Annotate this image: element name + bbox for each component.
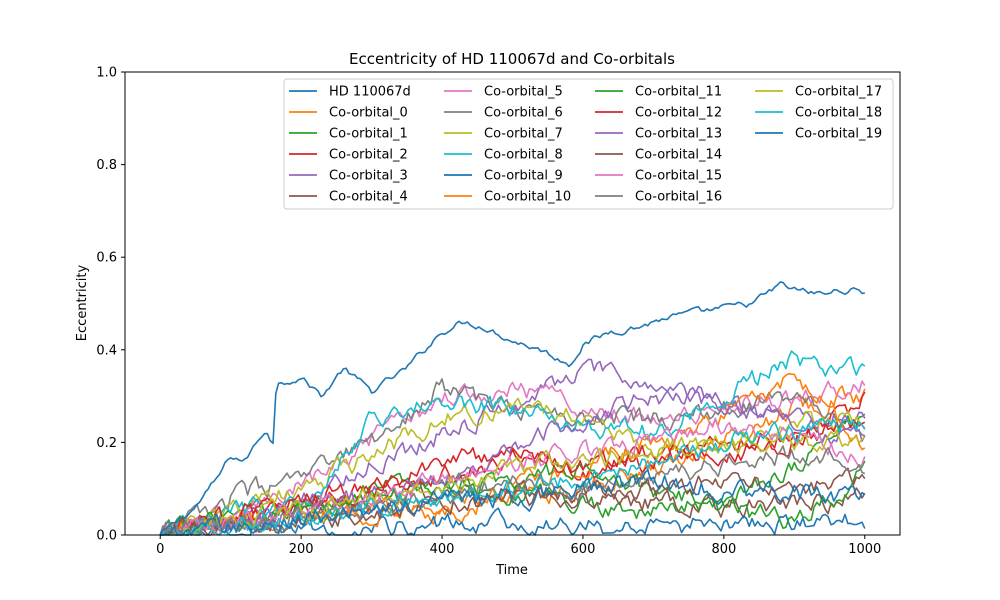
plot-area <box>159 281 866 536</box>
y-axis: 0.0 0.2 0.4 0.6 0.8 1.0 <box>96 66 125 544</box>
series-line-co-orbital-15 <box>159 417 866 536</box>
legend-label-co-orbital-16: Co-orbital_16 <box>635 190 722 205</box>
y-axis-label: Eccentricity <box>75 265 90 342</box>
x-axis: 0 200 400 600 800 1000 <box>156 535 881 557</box>
legend-label-co-orbital-5: Co-orbital_5 <box>484 85 563 100</box>
legend-label-co-orbital-19: Co-orbital_19 <box>795 127 882 142</box>
series-line-co-orbital-14 <box>160 467 866 536</box>
legend-label-co-orbital-1: Co-orbital_1 <box>329 127 408 142</box>
series-line-co-orbital-6 <box>159 378 866 536</box>
legend-label-hd-110067d: HD 110067d <box>329 85 411 100</box>
series-line-co-orbital-5 <box>160 380 866 536</box>
legend-label-co-orbital-2: Co-orbital_2 <box>329 148 408 163</box>
y-tick-label: 0.2 <box>96 436 117 451</box>
series-line-co-orbital-16 <box>159 445 866 536</box>
legend-label-co-orbital-6: Co-orbital_6 <box>484 106 563 121</box>
legend-label-co-orbital-13: Co-orbital_13 <box>635 127 722 142</box>
chart-title: Eccentricity of HD 110067d and Co-orbita… <box>349 50 675 68</box>
legend-label-co-orbital-14: Co-orbital_14 <box>635 148 722 163</box>
axes-frame <box>124 71 901 536</box>
y-tick-label: 0.4 <box>96 343 117 358</box>
series-line-co-orbital-8 <box>160 350 866 536</box>
x-tick-label: 1000 <box>848 542 881 557</box>
legend: HD 110067d Co-orbital_0 Co-orbital_1 Co-orb… <box>283 78 894 210</box>
x-tick-label: 0 <box>156 542 164 557</box>
y-tick-label: 0.8 <box>96 158 117 173</box>
series-line-co-orbital-19 <box>160 468 866 536</box>
x-tick-label: 600 <box>571 542 596 557</box>
x-tick-label: 400 <box>430 542 455 557</box>
legend-label-co-orbital-17: Co-orbital_17 <box>795 85 882 100</box>
x-tick-label: 200 <box>289 542 314 557</box>
y-tick-label: 1.0 <box>96 66 117 81</box>
series-line-co-orbital-12 <box>159 418 866 536</box>
legend-label-co-orbital-11: Co-orbital_11 <box>635 85 722 100</box>
legend-label-co-orbital-12: Co-orbital_12 <box>635 106 722 121</box>
legend-label-co-orbital-3: Co-orbital_3 <box>329 169 408 184</box>
x-tick-label: 800 <box>711 542 736 557</box>
legend-label-co-orbital-9: Co-orbital_9 <box>484 169 563 184</box>
y-tick-label: 0.6 <box>96 251 117 266</box>
legend-label-co-orbital-8: Co-orbital_8 <box>484 148 563 163</box>
legend-label-co-orbital-10: Co-orbital_10 <box>484 190 571 205</box>
series-line-co-orbital-13 <box>159 390 866 536</box>
legend-label-co-orbital-18: Co-orbital_18 <box>795 106 882 121</box>
legend-label-co-orbital-15: Co-orbital_15 <box>635 169 722 184</box>
x-axis-label: Time <box>495 563 528 578</box>
legend-label-co-orbital-4: Co-orbital_4 <box>329 190 408 205</box>
legend-box <box>283 78 894 210</box>
series-line-co-orbital-17 <box>160 429 866 536</box>
series-line-co-orbital-18 <box>159 418 866 536</box>
legend-label-co-orbital-0: Co-orbital_0 <box>329 106 408 121</box>
legend-label-co-orbital-7: Co-orbital_7 <box>484 127 563 142</box>
y-tick-label: 0.0 <box>96 529 117 544</box>
series-line-hd-110067d <box>159 281 865 536</box>
